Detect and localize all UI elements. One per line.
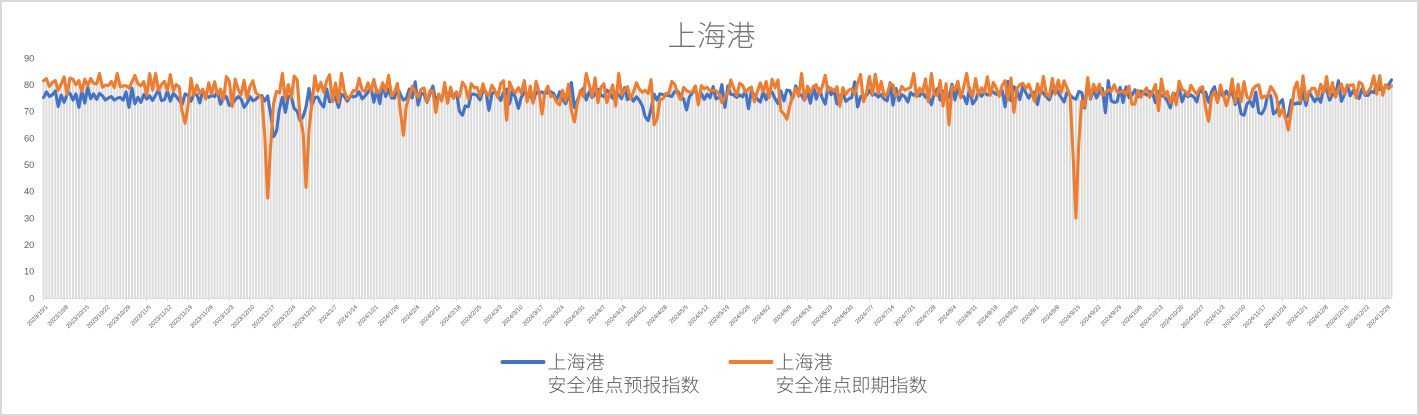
svg-text:40: 40: [24, 187, 34, 197]
svg-text:50: 50: [24, 160, 34, 170]
svg-text:30: 30: [24, 213, 34, 223]
svg-text:0: 0: [29, 293, 34, 303]
svg-text:20: 20: [24, 240, 34, 250]
svg-text:80: 80: [24, 80, 34, 90]
svg-text:60: 60: [24, 133, 34, 143]
svg-text:10: 10: [24, 267, 34, 277]
svg-text:90: 90: [24, 53, 34, 63]
svg-text:70: 70: [24, 107, 34, 117]
